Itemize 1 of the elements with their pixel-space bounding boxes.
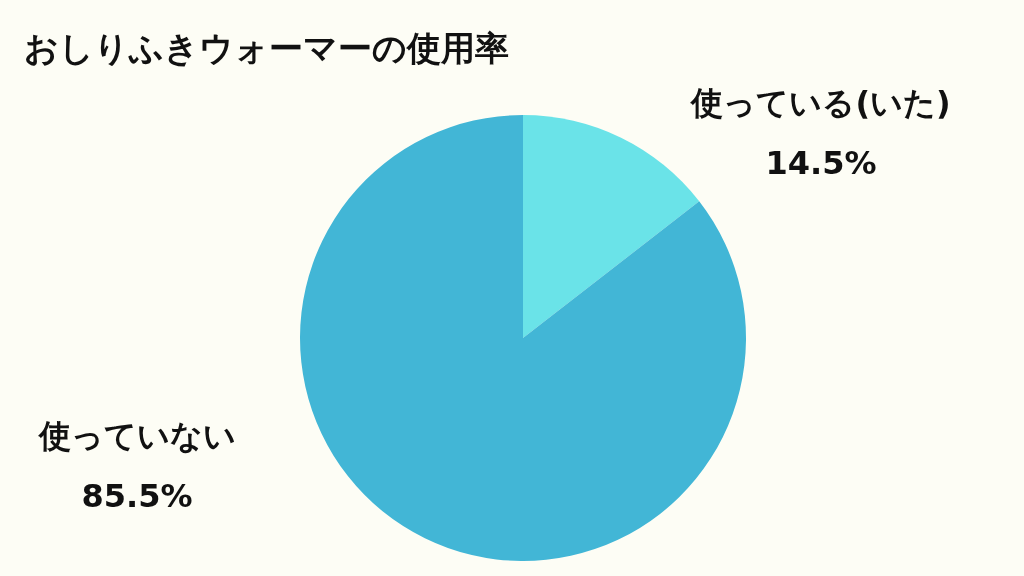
title: おしりふきウォーマーの使用率: [24, 27, 509, 68]
